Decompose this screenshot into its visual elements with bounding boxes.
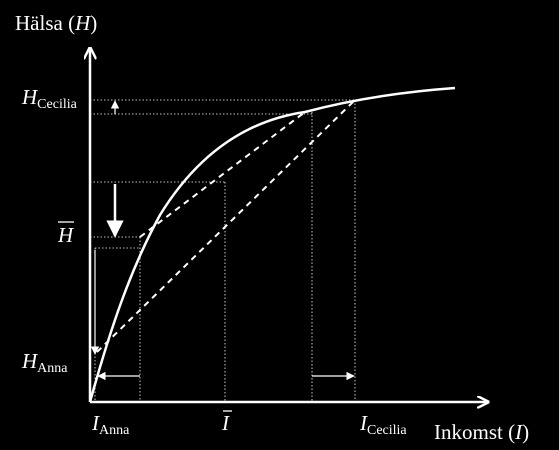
y-axis-label: Hälsa (H)	[15, 11, 97, 35]
chord	[139, 111, 306, 238]
i-mean: I	[221, 411, 230, 435]
h-mean: H	[57, 223, 75, 247]
chord	[96, 99, 356, 353]
i-anna: IAnna	[91, 411, 130, 438]
i-cecilia: ICecilia	[359, 411, 407, 438]
x-axis-label: Inkomst (I)	[434, 420, 529, 444]
h-cecilia: HCecilia	[21, 85, 78, 112]
h-anna: HAnna	[21, 349, 68, 376]
health-curve	[88, 86, 456, 403]
